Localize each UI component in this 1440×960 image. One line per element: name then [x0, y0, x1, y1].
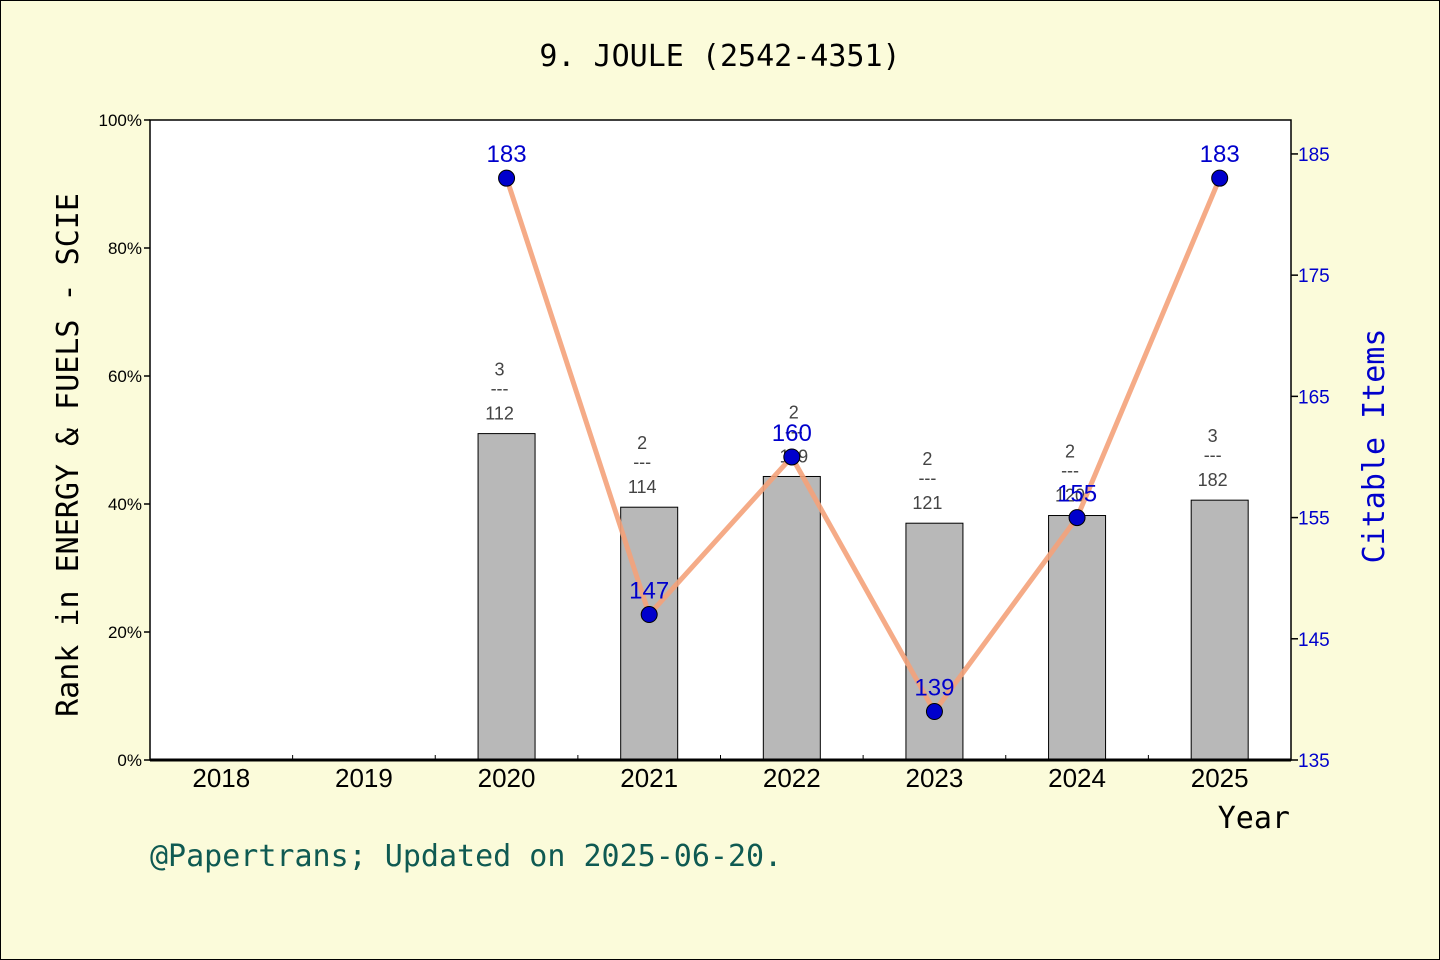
- bar: [1190, 499, 1249, 761]
- bar-label-numerator: 3: [495, 360, 505, 380]
- y2-tick-label: 165: [1298, 387, 1330, 408]
- x-tick-label: 2020: [478, 763, 536, 793]
- bar-label-numerator: 2: [1065, 442, 1075, 462]
- x-tick-label: 2018: [192, 763, 250, 793]
- citable-items-line: [504, 177, 1222, 715]
- y2-tick-label: 135: [1298, 751, 1330, 772]
- bar-label-divider: ---: [491, 379, 509, 399]
- chart-title: 9. JOULE (2542-4351): [539, 39, 900, 74]
- y2-tick-label: 175: [1298, 266, 1330, 287]
- line-point: [498, 169, 516, 187]
- line-layer: 183 147 160 139 155 183: [487, 141, 1240, 721]
- y-tick-label: 80%: [108, 239, 142, 258]
- y2-axis-label: Citable Items: [1357, 329, 1392, 564]
- bar-label-divider: ---: [918, 468, 936, 488]
- y2-tick-label: 185: [1298, 145, 1330, 166]
- line-point: [1211, 169, 1229, 187]
- x-tick-label: 2025: [1191, 763, 1249, 793]
- y-tick-label: 100%: [99, 111, 142, 130]
- y-axis-label: Rank in ENERGY & FUELS - SCIE: [51, 193, 86, 717]
- line-point-label: 183: [1200, 141, 1240, 168]
- bar-label-divider: ---: [633, 452, 651, 472]
- y2-tick-label: 155: [1298, 509, 1330, 530]
- line-point: [925, 703, 943, 721]
- bar-label-numerator: 2: [922, 449, 932, 469]
- y2-tick-label: 145: [1298, 630, 1330, 651]
- bars-layer: [477, 433, 1249, 761]
- bar: [905, 522, 964, 761]
- axes-layer: 0% 20% 40% 60% 80% 100% 135 145 155 165 175 185 2018…: [99, 111, 1330, 793]
- line-point: [1068, 509, 1086, 527]
- line-point-label: 155: [1057, 481, 1097, 508]
- bar-label-denominator: 182: [1198, 470, 1228, 490]
- y-tick-label: 0%: [117, 751, 142, 770]
- bar: [477, 433, 536, 761]
- x-axis-label: Year: [1218, 801, 1290, 836]
- bar-label-numerator: 3: [1208, 426, 1218, 446]
- y-tick-label: 20%: [108, 623, 142, 642]
- x-tick-label: 2021: [620, 763, 678, 793]
- bar-label-divider: ---: [1204, 445, 1222, 465]
- bar-label-numerator: 2: [789, 402, 799, 422]
- line-point-label: 160: [772, 420, 812, 447]
- line-point-label: 183: [487, 141, 527, 168]
- line-point-label: 147: [629, 578, 669, 605]
- plot-area: [150, 120, 1291, 760]
- bar: [1048, 515, 1107, 761]
- bar-label-denominator: 120: [1055, 486, 1085, 506]
- bar-label-numerator: 2: [637, 433, 647, 453]
- y-tick-label: 40%: [108, 495, 142, 514]
- x-tick-label: 2019: [335, 763, 393, 793]
- line-point: [783, 448, 801, 466]
- x-tick-label: 2024: [1048, 763, 1106, 793]
- bar-label-divider: ---: [785, 421, 803, 441]
- y-tick-label: 60%: [108, 367, 142, 386]
- bar-label-denominator: 114: [628, 477, 657, 497]
- bar: [762, 475, 821, 761]
- footer-note: @Papertrans; Updated on 2025-06-20.: [150, 839, 782, 874]
- line-point: [640, 606, 658, 624]
- bar: [620, 506, 679, 761]
- line-point-label: 139: [914, 675, 954, 702]
- bar-label-divider: ---: [1061, 461, 1079, 481]
- bar-label-denominator: 121: [912, 493, 942, 513]
- x-tick-label: 2022: [763, 763, 821, 793]
- x-tick-label: 2023: [906, 763, 964, 793]
- bar-label-denominator: 112: [485, 404, 514, 424]
